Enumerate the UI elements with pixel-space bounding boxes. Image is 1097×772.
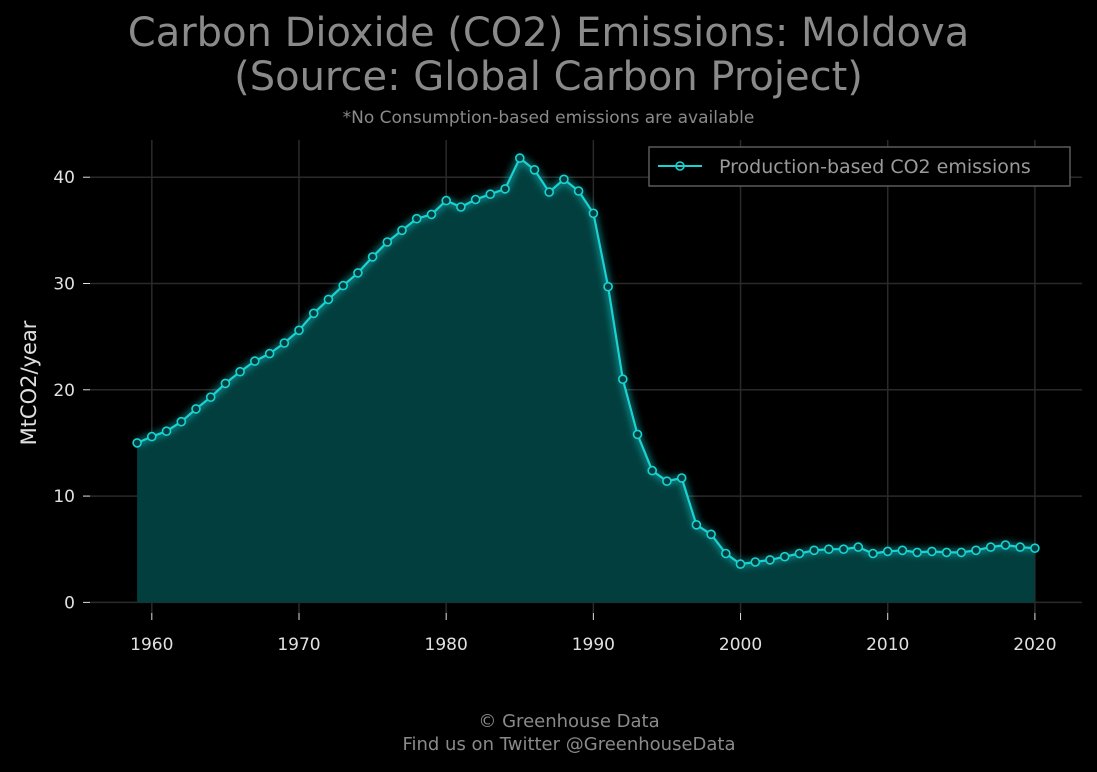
y-tick-label: 40	[53, 168, 75, 188]
chart-subtitle: *No Consumption-based emissions are avai…	[342, 108, 755, 128]
data-point	[456, 202, 466, 212]
data-point	[927, 546, 937, 557]
data-point	[264, 348, 275, 359]
y-tick-label: 10	[53, 487, 75, 507]
data-point	[971, 545, 981, 556]
data-point	[441, 195, 452, 206]
data-point	[603, 281, 613, 292]
data-point	[161, 426, 172, 437]
axis-ticks: 1960 1970 1980 1990 2000 2010 2020 0 10 20 30 40	[53, 168, 1056, 655]
data-point	[912, 547, 923, 558]
data-point	[191, 404, 201, 414]
data-point	[382, 237, 393, 247]
data-point	[1030, 543, 1040, 554]
y-axis-label: MtCO2/year	[17, 320, 41, 445]
data-point	[205, 392, 216, 403]
data-point	[765, 555, 775, 565]
data-point	[147, 431, 157, 442]
x-tick-label: 2010	[866, 635, 909, 655]
x-tick-label: 2000	[719, 635, 762, 655]
data-point	[411, 213, 422, 224]
data-point	[779, 551, 790, 562]
data-point	[397, 225, 407, 236]
data-point	[176, 416, 187, 427]
legend-marker-swatch	[675, 161, 685, 171]
series-area	[137, 158, 1035, 603]
data-point	[897, 545, 908, 556]
data-point	[882, 546, 893, 557]
data-point	[470, 194, 481, 205]
y-tick-label: 20	[53, 381, 75, 401]
data-point	[353, 268, 363, 278]
x-tick-label: 1990	[572, 635, 615, 655]
data-point	[1015, 542, 1026, 552]
x-tick-label: 1970	[277, 635, 320, 655]
data-point	[308, 308, 319, 319]
data-point	[941, 547, 952, 558]
data-point	[956, 547, 967, 558]
data-point	[647, 465, 658, 476]
data-point	[235, 366, 245, 377]
x-tick-label: 2020	[1013, 635, 1056, 655]
data-point	[500, 184, 510, 194]
chart-title-line1: Carbon Dioxide (CO2) Emissions: Moldova	[127, 10, 970, 56]
data-point	[662, 476, 672, 487]
y-tick-label: 30	[53, 274, 75, 294]
data-point	[868, 548, 878, 559]
data-point	[632, 429, 643, 440]
data-point	[573, 186, 584, 196]
data-point	[514, 153, 525, 163]
data-point	[426, 209, 437, 220]
x-tick-label: 1960	[130, 635, 173, 655]
data-point	[485, 189, 496, 199]
chart-title-line2: (Source: Global Carbon Project)	[234, 54, 863, 100]
data-point	[294, 325, 304, 336]
data-point	[544, 187, 555, 197]
data-point	[691, 519, 702, 530]
x-tick-label: 1980	[425, 635, 468, 655]
data-point	[338, 280, 349, 291]
legend[interactable]: Production-based CO2 emissions	[648, 146, 1071, 187]
data-point	[985, 542, 996, 552]
data-point	[735, 559, 746, 569]
data-point	[838, 544, 849, 555]
legend-label: Production-based CO2 emissions	[719, 156, 1031, 178]
series-points	[132, 153, 1040, 569]
data-point	[559, 174, 569, 185]
data-point	[323, 294, 334, 305]
data-point	[706, 529, 716, 540]
data-point	[367, 252, 378, 262]
data-point	[1000, 540, 1011, 550]
data-point	[588, 208, 599, 219]
data-point	[617, 374, 628, 385]
data-point	[794, 548, 805, 559]
data-point	[250, 356, 260, 366]
data-point	[220, 378, 231, 389]
data-point	[529, 165, 540, 175]
legend-box	[648, 146, 1071, 187]
y-tick-label: 0	[64, 593, 75, 613]
data-point	[720, 548, 731, 559]
footer-twitter: Find us on Twitter @GreenhouseData	[402, 734, 736, 755]
data-point	[279, 338, 290, 348]
data-point	[823, 544, 834, 555]
data-point	[750, 557, 761, 567]
data-point	[809, 545, 819, 556]
data-point	[676, 473, 687, 483]
data-point	[132, 438, 142, 448]
footer-copyright: © Greenhouse Data	[478, 711, 660, 732]
series-area-fill	[137, 158, 1035, 603]
data-point	[853, 542, 864, 552]
